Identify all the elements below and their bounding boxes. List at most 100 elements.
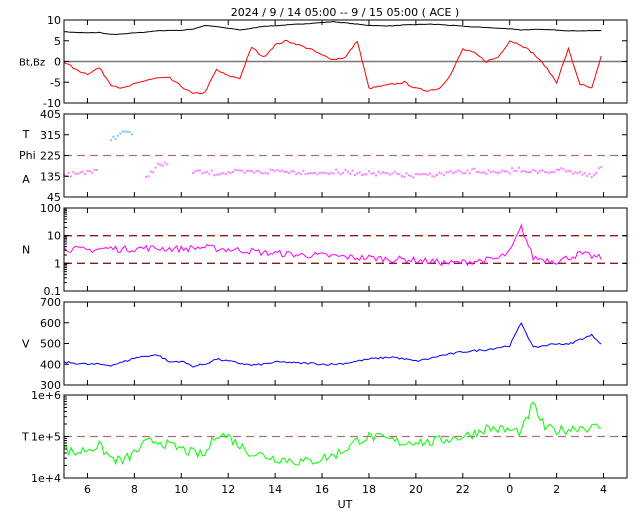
data-point bbox=[156, 162, 159, 165]
data-point bbox=[328, 172, 331, 175]
data-point bbox=[511, 167, 514, 170]
data-point bbox=[555, 168, 558, 171]
data-point bbox=[574, 171, 577, 174]
data-point bbox=[311, 172, 314, 175]
data-point bbox=[285, 170, 288, 173]
data-point bbox=[452, 172, 455, 175]
data-point bbox=[201, 172, 204, 175]
data-point bbox=[541, 169, 544, 172]
data-point bbox=[454, 170, 457, 173]
data-point bbox=[116, 134, 119, 137]
data-point bbox=[431, 175, 434, 178]
data-point bbox=[567, 169, 570, 172]
data-point bbox=[475, 170, 478, 173]
data-point bbox=[384, 171, 387, 174]
data-point bbox=[292, 170, 295, 173]
data-point bbox=[93, 168, 96, 171]
data-point bbox=[306, 172, 309, 175]
data-point bbox=[72, 171, 75, 174]
data-point bbox=[447, 171, 450, 174]
data-point bbox=[579, 170, 582, 173]
data-point bbox=[515, 169, 518, 172]
data-point bbox=[91, 171, 94, 174]
data-point bbox=[499, 171, 502, 174]
data-point bbox=[501, 169, 504, 172]
chart-title: 2024 / 9 / 14 05:00 -- 9 / 15 05:00 ( AC… bbox=[231, 6, 459, 19]
panel-btbz: 10 5 0 -5 -10 Bt,Bz bbox=[19, 14, 628, 110]
data-point bbox=[227, 171, 230, 174]
data-point bbox=[506, 170, 509, 173]
data-point bbox=[374, 174, 377, 177]
series-line-bz bbox=[63, 39, 602, 95]
data-point bbox=[529, 171, 532, 174]
data-point bbox=[339, 173, 342, 176]
x-tick-label: 10 bbox=[174, 483, 188, 496]
data-point bbox=[597, 167, 600, 170]
data-point bbox=[234, 168, 237, 171]
data-point bbox=[346, 170, 349, 173]
data-point bbox=[494, 171, 497, 174]
data-point bbox=[424, 172, 427, 175]
data-point bbox=[318, 171, 321, 174]
data-point bbox=[393, 170, 396, 173]
data-point bbox=[271, 169, 274, 172]
y-tick-label: 1e+4 bbox=[31, 472, 61, 485]
x-tick-label: 16 bbox=[315, 483, 329, 496]
series-line-t bbox=[63, 401, 602, 466]
data-point bbox=[562, 168, 565, 171]
x-tick-label: 2 bbox=[553, 483, 560, 496]
y-tick-label: 225 bbox=[40, 150, 61, 163]
y-tick-label: 0 bbox=[54, 56, 61, 69]
data-point bbox=[450, 170, 453, 173]
data-point bbox=[332, 172, 335, 175]
data-point bbox=[288, 171, 291, 174]
y-tick-label: 10 bbox=[47, 14, 61, 27]
data-point bbox=[264, 171, 267, 174]
y-tick-label: 600 bbox=[40, 317, 61, 330]
y-axis-label: A bbox=[22, 173, 30, 186]
data-point bbox=[217, 173, 220, 176]
y-tick-label: 10 bbox=[47, 230, 61, 243]
data-point bbox=[79, 171, 82, 174]
data-point bbox=[163, 161, 166, 164]
data-point bbox=[109, 139, 112, 142]
data-point bbox=[389, 173, 392, 176]
data-point bbox=[112, 135, 115, 138]
data-point bbox=[513, 169, 516, 172]
data-point bbox=[522, 169, 525, 172]
x-tick-label: 18 bbox=[362, 483, 376, 496]
data-point bbox=[81, 170, 84, 173]
data-point bbox=[426, 173, 429, 176]
data-point bbox=[147, 175, 150, 178]
data-point bbox=[222, 171, 225, 174]
data-point bbox=[600, 166, 603, 169]
data-point bbox=[565, 170, 568, 173]
x-tick-label: 20 bbox=[409, 483, 423, 496]
data-point bbox=[482, 171, 485, 174]
data-point bbox=[536, 171, 539, 174]
data-point bbox=[161, 164, 164, 167]
x-tick-label: 12 bbox=[221, 483, 235, 496]
series-line-v bbox=[63, 321, 602, 368]
data-point bbox=[414, 173, 417, 176]
data-point bbox=[231, 171, 234, 174]
data-point bbox=[323, 171, 326, 174]
data-point bbox=[398, 173, 401, 176]
data-point bbox=[351, 169, 354, 172]
data-point bbox=[77, 172, 80, 175]
data-point bbox=[569, 170, 572, 173]
data-point bbox=[546, 171, 549, 174]
plot-frame bbox=[63, 301, 628, 386]
data-point bbox=[576, 172, 579, 175]
data-point bbox=[440, 172, 443, 175]
data-point bbox=[459, 170, 462, 173]
data-point bbox=[224, 173, 227, 176]
data-point bbox=[471, 168, 474, 171]
data-point bbox=[241, 169, 244, 172]
data-point bbox=[250, 170, 253, 173]
data-point bbox=[126, 130, 129, 133]
data-point bbox=[417, 173, 420, 176]
y-axis-label: T bbox=[21, 431, 29, 444]
y-axis-label: N bbox=[22, 244, 30, 257]
data-point bbox=[405, 172, 408, 175]
